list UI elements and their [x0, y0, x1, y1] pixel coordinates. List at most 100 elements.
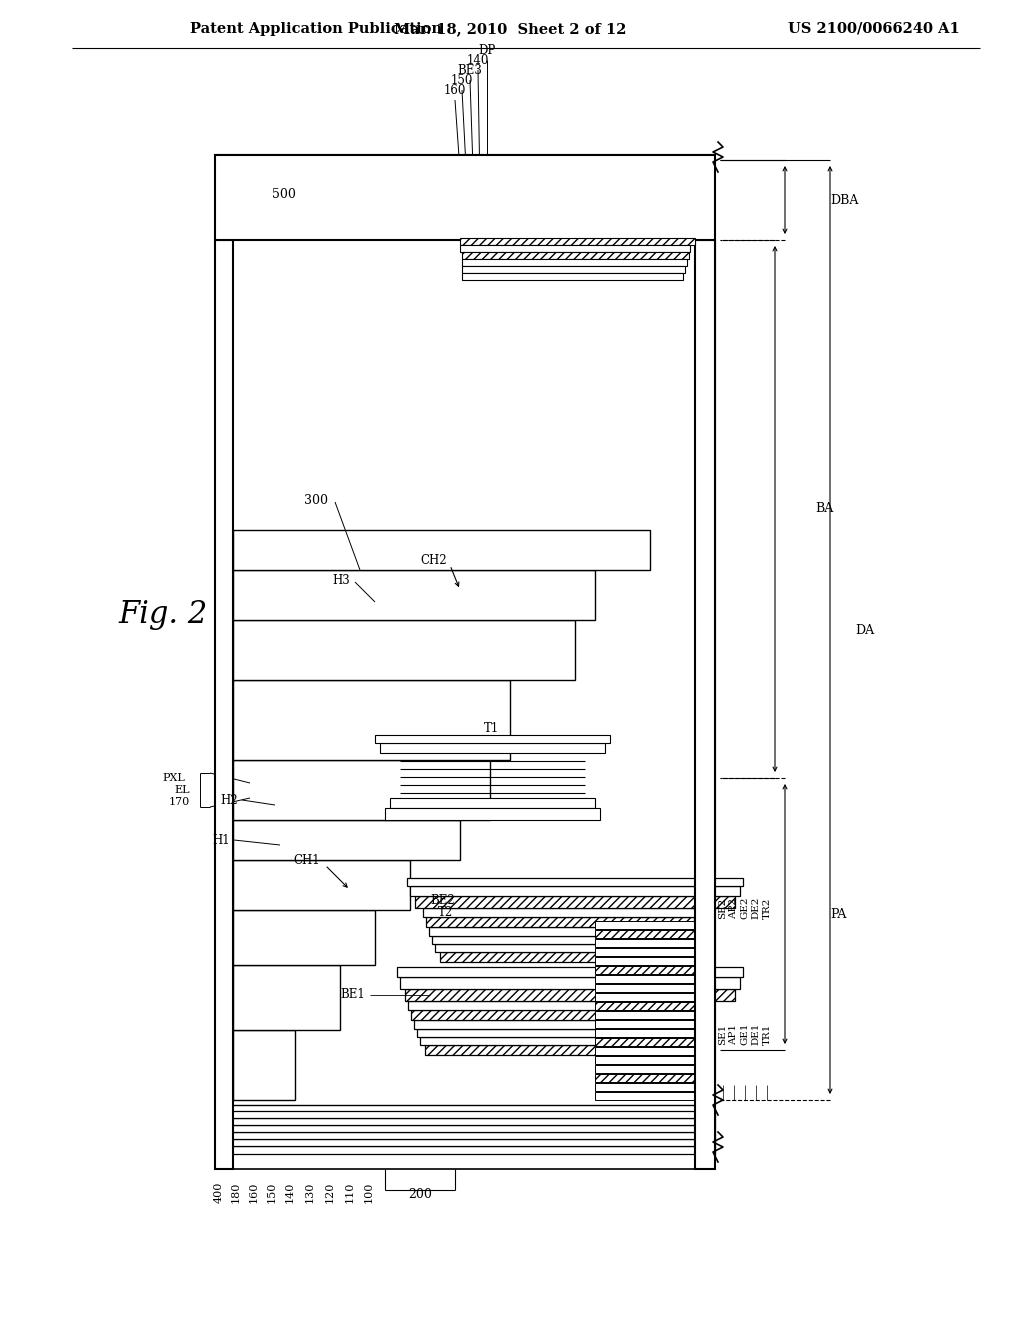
Bar	[215, 1146, 715, 1154]
Bar	[595, 1030, 695, 1038]
Bar	[215, 1133, 715, 1139]
Text: Fig. 2: Fig. 2	[118, 599, 207, 631]
Bar	[417, 1030, 703, 1038]
Bar	[595, 1082, 695, 1092]
Bar	[411, 1010, 709, 1020]
Text: 150: 150	[267, 1181, 278, 1204]
Bar	[595, 1092, 695, 1100]
Bar	[407, 878, 743, 886]
Bar	[215, 1111, 715, 1118]
Text: DA: DA	[855, 623, 874, 636]
Bar	[595, 1011, 695, 1019]
Bar	[233, 820, 460, 861]
Bar	[380, 743, 605, 752]
Bar	[425, 1045, 695, 1055]
Bar	[400, 977, 740, 989]
Text: T2: T2	[437, 906, 453, 919]
Text: Mar. 18, 2010  Sheet 2 of 12: Mar. 18, 2010 Sheet 2 of 12	[394, 22, 627, 36]
Text: 300: 300	[304, 494, 328, 507]
Bar	[595, 1065, 695, 1073]
Bar	[408, 1001, 712, 1010]
Text: EL: EL	[174, 785, 190, 795]
Bar	[233, 620, 575, 680]
Bar	[595, 1074, 695, 1082]
Bar	[385, 808, 600, 820]
Bar	[595, 1047, 695, 1055]
Bar	[595, 957, 695, 965]
Text: TR2: TR2	[763, 898, 771, 919]
Bar	[595, 1002, 695, 1010]
Bar	[215, 1125, 715, 1133]
Bar	[429, 927, 691, 936]
Text: 130: 130	[305, 1181, 315, 1204]
Bar	[390, 799, 595, 808]
Text: T1: T1	[484, 722, 500, 734]
Bar	[215, 240, 233, 1170]
Text: Patent Application Publication: Patent Application Publication	[190, 22, 442, 36]
Bar	[426, 917, 694, 927]
Text: 110: 110	[345, 1181, 355, 1204]
Bar	[215, 1139, 715, 1146]
Text: 100: 100	[364, 1181, 374, 1204]
Text: AP1: AP1	[729, 1024, 738, 1045]
Bar	[595, 966, 695, 974]
Text: 140: 140	[467, 54, 489, 66]
Text: PA: PA	[830, 908, 847, 920]
Bar	[233, 1030, 295, 1100]
Bar	[595, 948, 695, 956]
Bar	[415, 896, 735, 908]
Text: US 2100/0066240 A1: US 2100/0066240 A1	[788, 22, 961, 36]
Bar	[233, 909, 375, 965]
Text: DE1: DE1	[752, 1023, 761, 1045]
Bar	[423, 908, 697, 917]
Bar	[595, 1020, 695, 1028]
Text: BE2: BE2	[430, 895, 455, 908]
Text: 170: 170	[169, 797, 190, 807]
Bar	[420, 1038, 700, 1045]
Bar	[215, 1154, 715, 1170]
Bar	[440, 952, 680, 962]
Text: 120: 120	[325, 1181, 335, 1204]
Bar	[414, 1020, 706, 1030]
Text: 200: 200	[408, 1188, 432, 1200]
Bar	[595, 1056, 695, 1064]
Text: DP: DP	[478, 44, 496, 57]
Text: BE3: BE3	[458, 63, 482, 77]
Bar	[595, 993, 695, 1001]
Text: DE2: DE2	[752, 896, 761, 919]
Bar	[595, 939, 695, 946]
Text: CH1: CH1	[293, 854, 319, 866]
Text: 500: 500	[272, 189, 296, 202]
Text: 140: 140	[285, 1181, 295, 1204]
Bar	[406, 989, 735, 1001]
Text: AP2: AP2	[729, 898, 738, 919]
Text: BE1: BE1	[340, 987, 365, 1001]
Text: CH2: CH2	[420, 553, 446, 566]
Bar	[462, 252, 689, 259]
Bar	[462, 273, 683, 280]
Bar	[595, 931, 695, 939]
Text: TR1: TR1	[763, 1023, 771, 1045]
Text: GE2: GE2	[740, 896, 750, 919]
Bar	[595, 921, 695, 929]
Bar	[397, 968, 743, 977]
Bar	[462, 259, 687, 267]
Bar	[460, 238, 695, 246]
Bar	[233, 965, 340, 1030]
Text: 160: 160	[443, 83, 466, 96]
Bar	[233, 861, 410, 909]
Bar	[233, 680, 510, 760]
Text: BA: BA	[815, 503, 834, 516]
Bar	[695, 240, 715, 1170]
Text: H2: H2	[220, 793, 238, 807]
Bar	[460, 246, 690, 252]
Bar	[233, 531, 650, 570]
Text: 180: 180	[231, 1181, 241, 1204]
Text: GE1: GE1	[740, 1023, 750, 1045]
Bar	[595, 983, 695, 993]
Bar	[410, 886, 740, 896]
Bar	[233, 760, 490, 820]
Text: 150: 150	[451, 74, 473, 87]
Bar	[215, 154, 715, 240]
Text: SE2: SE2	[719, 898, 727, 919]
